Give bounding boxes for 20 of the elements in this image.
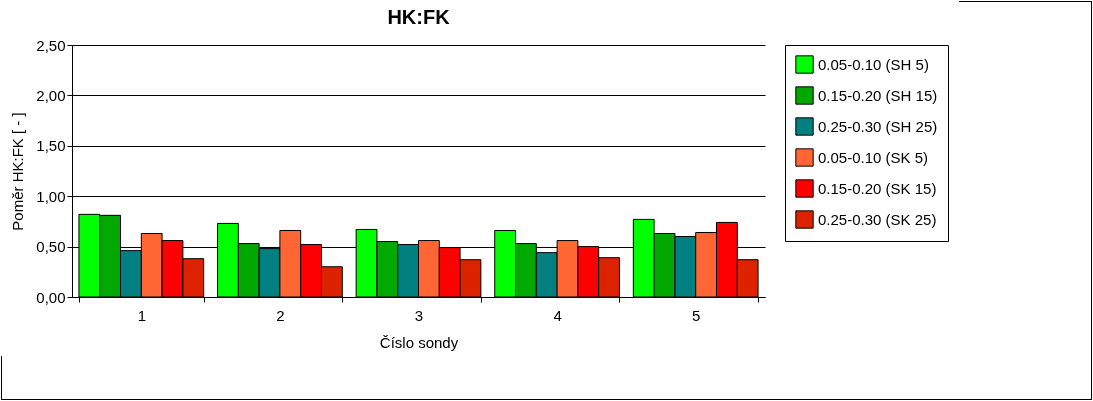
- legend-label: 0.25-0.30 (SK 25): [818, 210, 937, 228]
- x-axis-title: Číslo sondy: [379, 333, 459, 351]
- y-tick-label: 2,50: [36, 36, 66, 54]
- x-tick-label: 4: [553, 306, 562, 324]
- x-tick-label: 5: [692, 306, 701, 324]
- y-tick-label: 2,00: [36, 86, 66, 104]
- y-tick-label: 1,00: [36, 187, 66, 205]
- y-tick-label: 1,50: [36, 137, 66, 155]
- chart-title: HK:FK: [387, 6, 451, 28]
- legend-label: 0.15-0.20 (SK 15): [818, 179, 937, 197]
- legend-label: 0.25-0.30 (SH 25): [818, 117, 938, 135]
- legend-label: 0.05-0.10 (SH 5): [818, 55, 929, 73]
- legend-label: 0.15-0.20 (SH 15): [818, 86, 938, 104]
- x-tick-label: 2: [276, 306, 285, 324]
- legend-label: 0.05-0.10 (SK 5): [818, 148, 929, 166]
- y-tick-label: 0,50: [36, 238, 66, 256]
- x-tick-label: 1: [137, 306, 146, 324]
- y-tick-label: 0,00: [36, 288, 66, 306]
- x-tick-label: 3: [414, 306, 424, 324]
- y-axis-title: Poměr HK:FK [ - ]: [9, 112, 27, 231]
